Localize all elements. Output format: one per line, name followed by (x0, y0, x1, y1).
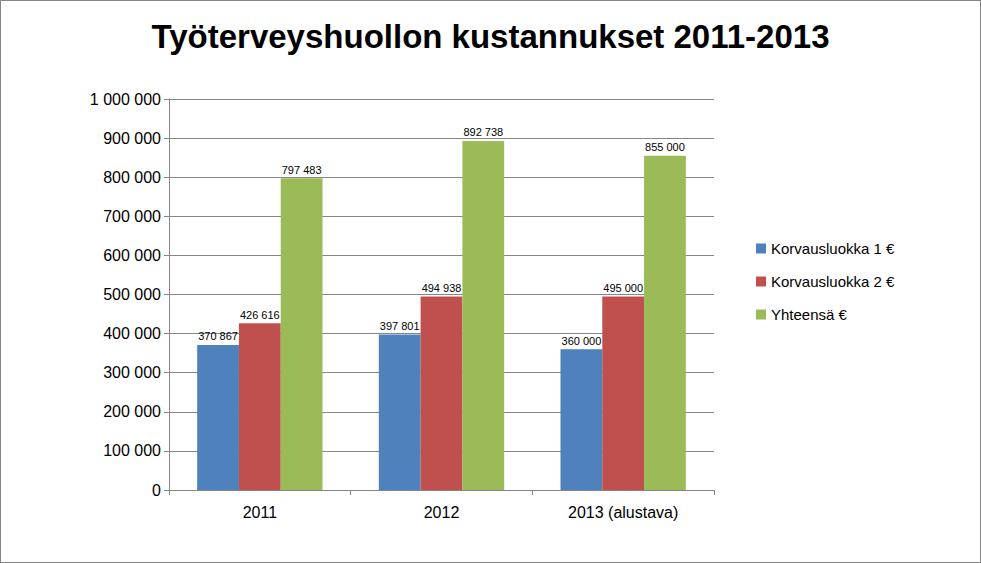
svg-text:855 000: 855 000 (645, 141, 685, 153)
svg-text:360 000: 360 000 (562, 335, 602, 347)
svg-text:500 000: 500 000 (103, 286, 161, 303)
svg-text:494 938: 494 938 (422, 282, 462, 294)
svg-text:Yhteensä €: Yhteensä € (771, 306, 848, 323)
svg-text:426 616: 426 616 (240, 309, 280, 321)
svg-text:2011: 2011 (243, 504, 278, 521)
svg-text:700 000: 700 000 (103, 208, 161, 225)
svg-text:1 000 000: 1 000 000 (90, 91, 161, 108)
svg-text:800 000: 800 000 (103, 169, 161, 186)
svg-text:2012: 2012 (424, 504, 460, 521)
svg-text:797 483: 797 483 (282, 164, 322, 176)
svg-text:300 000: 300 000 (103, 364, 161, 381)
svg-text:Korvausluokka 2 €: Korvausluokka 2 € (771, 273, 895, 290)
svg-text:200 000: 200 000 (103, 403, 161, 420)
svg-text:370 867: 370 867 (198, 330, 238, 342)
svg-text:495 000: 495 000 (603, 282, 643, 294)
svg-text:0: 0 (152, 482, 161, 499)
svg-text:100 000: 100 000 (103, 442, 161, 459)
svg-text:Korvausluokka 1 €: Korvausluokka 1 € (771, 240, 895, 257)
svg-text:600 000: 600 000 (103, 247, 161, 264)
svg-text:397 801: 397 801 (380, 320, 420, 332)
svg-text:900 000: 900 000 (103, 130, 161, 147)
svg-text:Työterveyshuollon kustannukset: Työterveyshuollon kustannukset 2011-2013 (152, 18, 830, 55)
svg-text:892 738: 892 738 (463, 126, 503, 138)
svg-text:2013 (alustava): 2013 (alustava) (568, 504, 678, 521)
svg-text:400 000: 400 000 (103, 325, 161, 342)
